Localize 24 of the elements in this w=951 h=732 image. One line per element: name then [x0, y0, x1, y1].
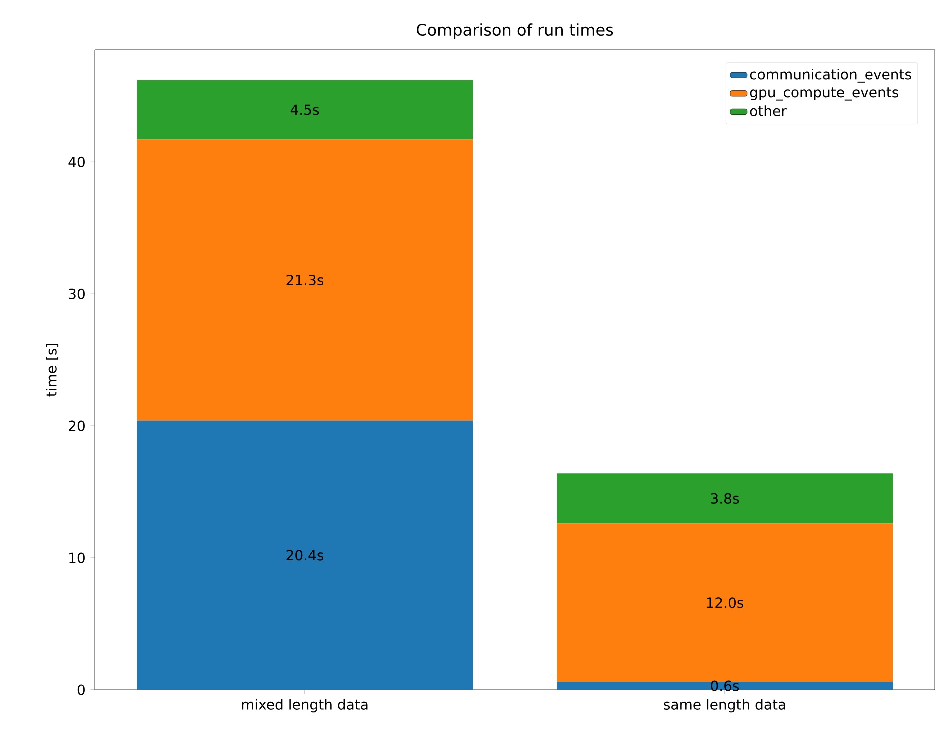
- y-axis-title: time [s]: [46, 344, 59, 397]
- bar: [137, 140, 474, 421]
- legend-label: communication_events: [750, 68, 912, 83]
- bar: [137, 80, 474, 140]
- y-tick-label: 40: [68, 156, 85, 168]
- data-label: 21.3s: [286, 274, 324, 286]
- bar: [557, 474, 894, 524]
- bar: [137, 420, 474, 690]
- y-tick-label: 0: [78, 684, 85, 696]
- data-label: 0.6s: [711, 680, 740, 692]
- data-label: 4.5s: [290, 104, 320, 116]
- data-label: 3.8s: [711, 493, 740, 504]
- chart-title: Comparison of run times: [417, 24, 614, 40]
- x-tick-label: mixed length data: [242, 699, 368, 713]
- data-label: 12.0s: [707, 598, 744, 608]
- legend-label: gpu_compute_events: [750, 88, 898, 101]
- y-tick-label: 30: [69, 288, 85, 300]
- y-tick-label: 10: [70, 552, 85, 564]
- bar: [557, 524, 894, 682]
- bar: [557, 682, 894, 690]
- y-tick-label: 20: [69, 420, 85, 432]
- data-label: 20.4s: [286, 550, 324, 561]
- legend-label: other: [750, 106, 787, 116]
- x-tick-label: same length data: [664, 699, 786, 713]
